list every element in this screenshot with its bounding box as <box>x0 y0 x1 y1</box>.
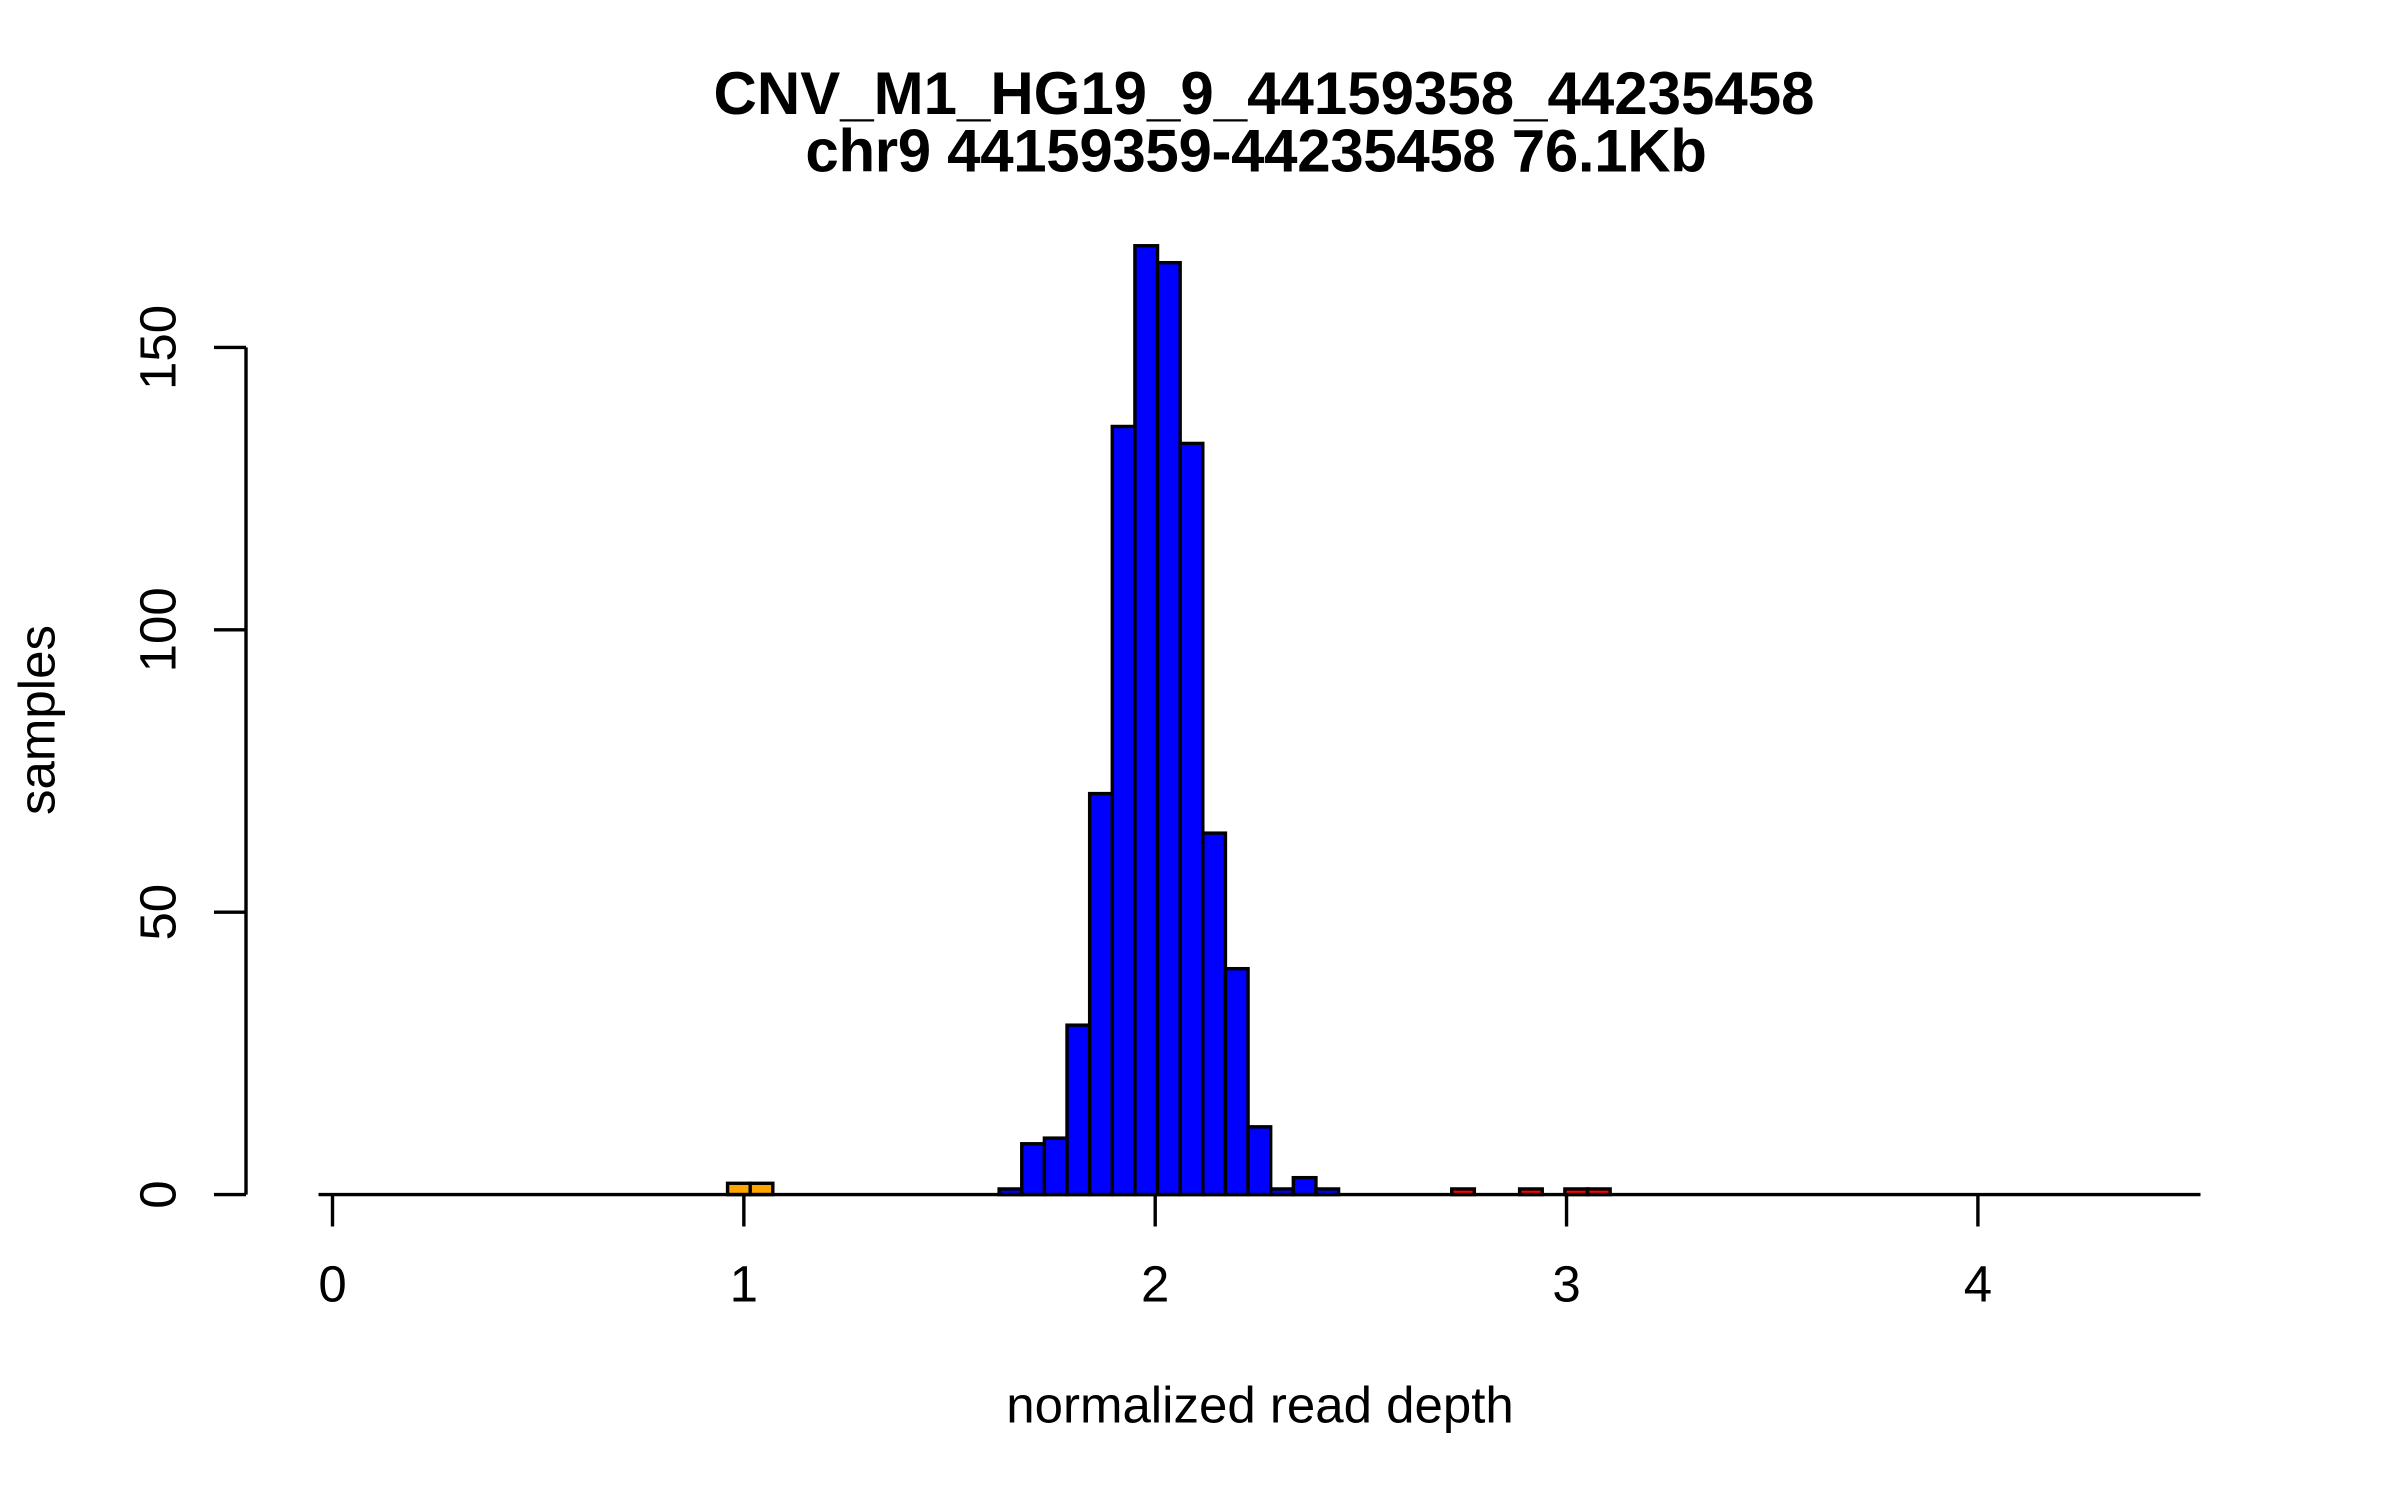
svg-text:150: 150 <box>129 305 186 390</box>
svg-text:0: 0 <box>318 1256 346 1313</box>
svg-text:50: 50 <box>129 884 186 941</box>
svg-text:100: 100 <box>129 587 186 672</box>
svg-text:4: 4 <box>1964 1256 1992 1313</box>
svg-text:CNV_M1_HG19_9_44159358_4423545: CNV_M1_HG19_9_44159358_44235458 <box>714 60 1815 127</box>
svg-text:1: 1 <box>730 1256 758 1313</box>
svg-text:3: 3 <box>1552 1256 1580 1313</box>
svg-text:samples: samples <box>9 625 66 815</box>
svg-text:2: 2 <box>1141 1256 1169 1313</box>
svg-text:0: 0 <box>129 1180 186 1208</box>
svg-text:normalized read depth: normalized read depth <box>1006 1377 1514 1434</box>
svg-text:chr9 44159359-44235458 76.1Kb: chr9 44159359-44235458 76.1Kb <box>805 118 1706 185</box>
